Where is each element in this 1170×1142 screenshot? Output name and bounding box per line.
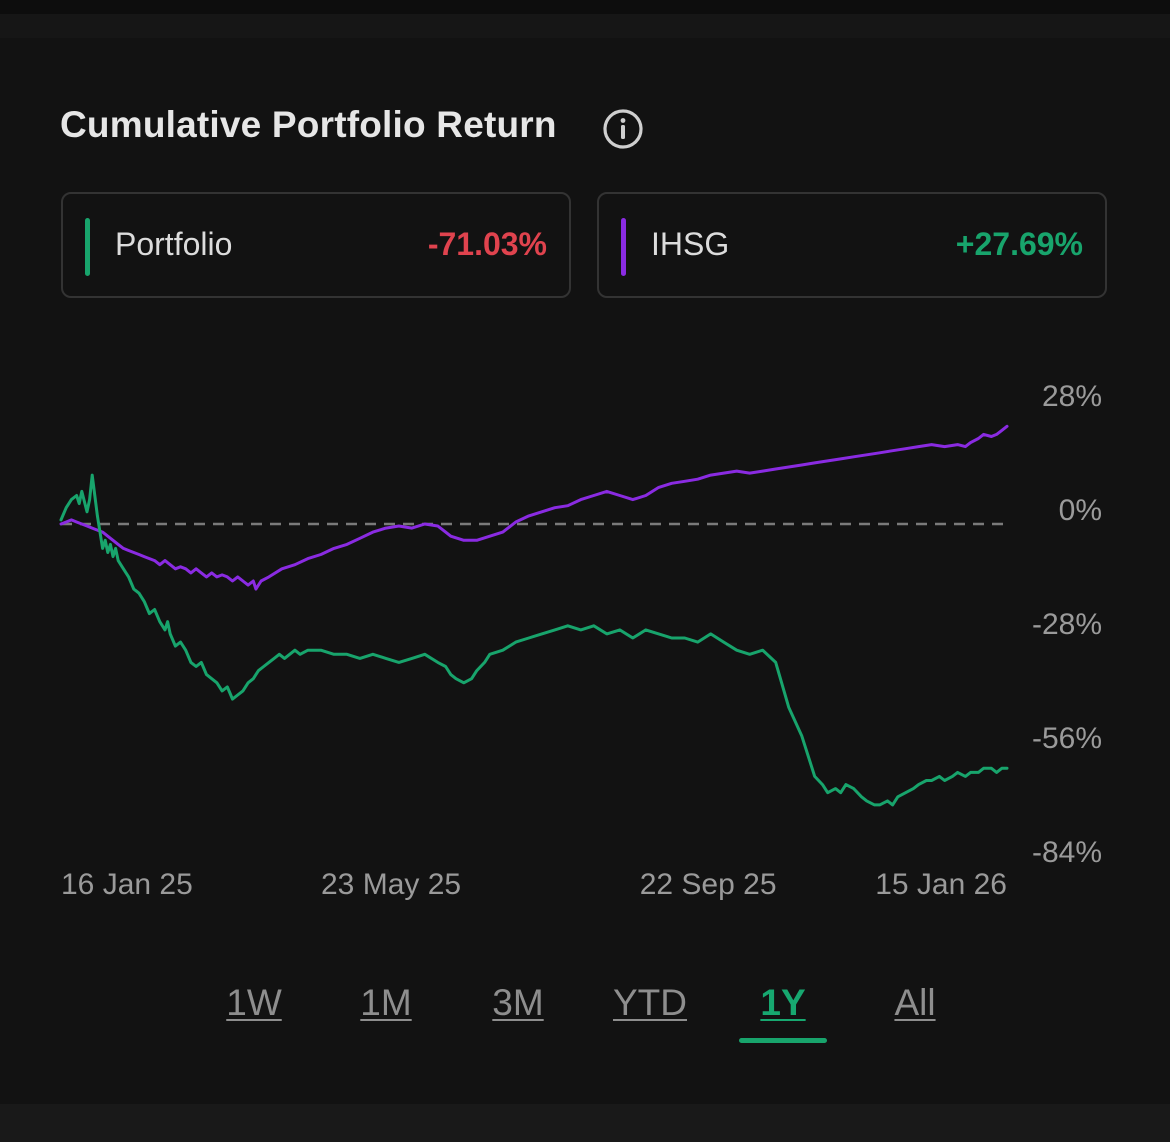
y-tick-label: 28% — [1042, 380, 1102, 413]
legend-portfolio-value: -71.03% — [427, 226, 547, 262]
legend-ihsg[interactable]: IHSG +27.69% — [597, 192, 1107, 298]
x-tick-label: 22 Sep 25 — [640, 868, 777, 901]
return-line-chart: 28% 0% -28% -56% -84% 16 Jan 25 23 May 25 22 Se… — [59, 380, 1102, 901]
page-title: Cumulative Portfolio Return — [60, 104, 557, 145]
legend-portfolio-name: Portfolio — [115, 226, 233, 262]
tab-1w[interactable]: 1W — [226, 982, 282, 1023]
portfolio-color-bar — [85, 218, 90, 276]
x-tick-label: 16 Jan 25 — [61, 868, 193, 901]
tab-ytd[interactable]: YTD — [613, 982, 687, 1023]
tab-all[interactable]: All — [894, 982, 936, 1023]
top-strip — [0, 14, 1170, 38]
tab-3m[interactable]: 3M — [492, 982, 544, 1023]
y-tick-label: -84% — [1032, 836, 1102, 869]
tab-1m[interactable]: 1M — [360, 982, 412, 1023]
y-tick-label: -28% — [1032, 608, 1102, 641]
legend-ihsg-name: IHSG — [651, 226, 730, 262]
x-tick-label: 23 May 25 — [321, 868, 461, 901]
ihsg-color-bar — [621, 218, 626, 276]
tab-1y[interactable]: 1Y — [760, 982, 806, 1023]
x-tick-label: 15 Jan 26 — [875, 868, 1007, 901]
bottom-strip — [0, 1104, 1170, 1142]
y-tick-label: -56% — [1032, 722, 1102, 755]
legend-ihsg-value: +27.69% — [955, 226, 1083, 262]
y-tick-label: 0% — [1059, 494, 1102, 527]
info-icon[interactable] — [602, 108, 644, 150]
series-line-portfolio — [59, 473, 1009, 807]
active-tab-indicator — [739, 1038, 827, 1043]
legend-portfolio[interactable]: Portfolio -71.03% — [61, 192, 571, 298]
series-line-ihsg — [59, 424, 1009, 591]
